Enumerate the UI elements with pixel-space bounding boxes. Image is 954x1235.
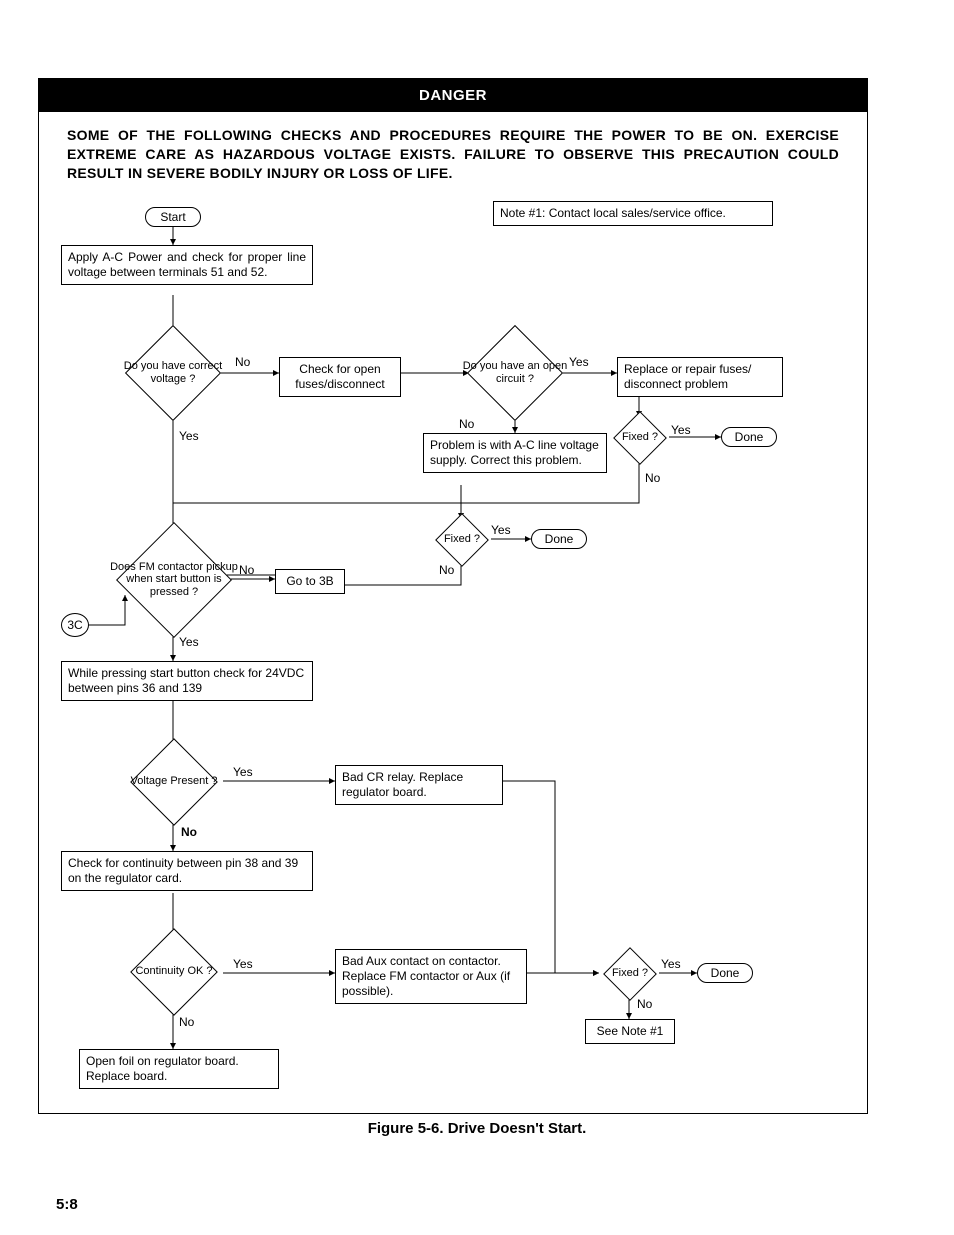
edge-label-no: No	[637, 997, 652, 1011]
edge-label-yes: Yes	[569, 355, 589, 369]
edge-label-no: No	[439, 563, 454, 577]
edge-label-no: No	[235, 355, 250, 369]
connector-3c: 3C	[61, 613, 89, 637]
decision-fm-contactor: Does FM contactor pickup when start butt…	[133, 539, 215, 621]
edge-label-yes: Yes	[671, 423, 691, 437]
done-3-terminator: Done	[697, 963, 753, 983]
danger-header: DANGER	[39, 79, 867, 112]
page: DANGER SOME OF THE FOLLOWING CHECKS AND …	[0, 0, 954, 1235]
decision-fixed-2: Fixed ?	[443, 521, 481, 559]
check-24vdc-box: While pressing start button check for 24…	[61, 661, 313, 701]
edge-label-yes: Yes	[233, 765, 253, 779]
warning-text: SOME OF THE FOLLOWING CHECKS AND PROCEDU…	[39, 112, 867, 195]
decision-fixed-3: Fixed ?	[611, 955, 649, 993]
decision-voltage-present: Voltage Present ?	[143, 751, 205, 813]
decision-correct-voltage: Do you have correct voltage ?	[139, 339, 207, 407]
edge-label-yes: Yes	[661, 957, 681, 971]
see-note-1-box: See Note #1	[585, 1019, 675, 1044]
replace-fuses-box: Replace or repair fuses/ disconnect prob…	[617, 357, 783, 397]
edge-label-yes: Yes	[179, 635, 199, 649]
edge-label-yes: Yes	[179, 429, 199, 443]
ac-problem-box: Problem is with A-C line voltage supply.…	[423, 433, 607, 473]
start-terminator: Start	[145, 207, 201, 227]
edge-label-no-bold: No	[181, 825, 197, 839]
decision-open-circuit: Do you have an open circuit ?	[481, 339, 549, 407]
go-to-3b-box: Go to 3B	[275, 569, 345, 594]
flowchart-area: Start Note #1: Contact local sales/servi…	[39, 195, 867, 1113]
check-continuity-box: Check for continuity between pin 38 and …	[61, 851, 313, 891]
open-foil-box: Open foil on regulator board. Replace bo…	[79, 1049, 279, 1089]
apply-power-box: Apply A-C Power and check for proper lin…	[61, 245, 313, 285]
decision-continuity-ok: Continuity OK ?	[143, 941, 205, 1003]
outer-frame: DANGER SOME OF THE FOLLOWING CHECKS AND …	[38, 78, 868, 1114]
edge-label-no: No	[645, 471, 660, 485]
edge-label-no: No	[239, 563, 254, 577]
edge-label-no: No	[459, 417, 474, 431]
decision-fixed-1: Fixed ?	[621, 419, 659, 457]
bad-aux-contact-box: Bad Aux contact on contactor. Replace FM…	[335, 949, 527, 1004]
edge-label-yes: Yes	[491, 523, 511, 537]
done-2-terminator: Done	[531, 529, 587, 549]
page-number: 5:8	[56, 1196, 78, 1213]
edge-label-no: No	[179, 1015, 194, 1029]
figure-caption: Figure 5-6. Drive Doesn't Start.	[0, 1120, 954, 1137]
check-fuses-box: Check for open fuses/disconnect	[279, 357, 401, 397]
edge-label-yes: Yes	[233, 957, 253, 971]
note-1-box: Note #1: Contact local sales/service off…	[493, 201, 773, 226]
done-1-terminator: Done	[721, 427, 777, 447]
bad-cr-relay-box: Bad CR relay. Replace regulator board.	[335, 765, 503, 805]
